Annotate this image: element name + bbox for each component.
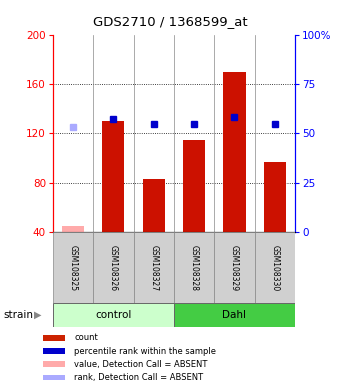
Text: GSM108330: GSM108330 bbox=[270, 245, 279, 291]
Text: GSM108326: GSM108326 bbox=[109, 245, 118, 291]
Text: rank, Detection Call = ABSENT: rank, Detection Call = ABSENT bbox=[74, 373, 204, 382]
Bar bbox=[53, 232, 93, 303]
Text: GSM108328: GSM108328 bbox=[190, 245, 198, 291]
Bar bbox=[43, 375, 65, 380]
Bar bbox=[43, 348, 65, 354]
Text: Dahl: Dahl bbox=[222, 310, 247, 320]
Text: control: control bbox=[95, 310, 132, 320]
Bar bbox=[183, 140, 205, 232]
Bar bbox=[62, 226, 84, 232]
Bar bbox=[43, 361, 65, 367]
Text: percentile rank within the sample: percentile rank within the sample bbox=[74, 346, 216, 356]
Text: strain: strain bbox=[3, 310, 33, 320]
Text: count: count bbox=[74, 333, 98, 343]
Text: GDS2710 / 1368599_at: GDS2710 / 1368599_at bbox=[93, 15, 248, 28]
Bar bbox=[264, 162, 286, 232]
Bar bbox=[134, 232, 174, 303]
Text: value, Detection Call = ABSENT: value, Detection Call = ABSENT bbox=[74, 360, 208, 369]
Bar bbox=[143, 179, 165, 232]
Text: GSM108329: GSM108329 bbox=[230, 245, 239, 291]
Bar bbox=[174, 303, 295, 327]
Bar bbox=[214, 232, 255, 303]
Text: ▶: ▶ bbox=[34, 310, 42, 320]
Bar bbox=[223, 72, 246, 232]
Bar bbox=[255, 232, 295, 303]
Bar bbox=[174, 232, 214, 303]
Bar bbox=[93, 232, 134, 303]
Bar bbox=[53, 303, 174, 327]
Text: GSM108327: GSM108327 bbox=[149, 245, 158, 291]
Bar bbox=[43, 335, 65, 341]
Bar bbox=[102, 121, 124, 232]
Text: GSM108325: GSM108325 bbox=[69, 245, 77, 291]
